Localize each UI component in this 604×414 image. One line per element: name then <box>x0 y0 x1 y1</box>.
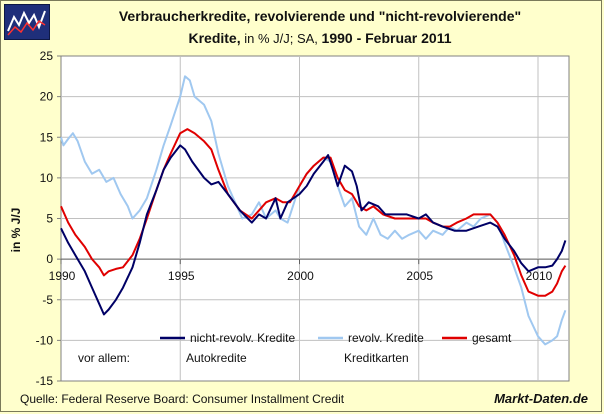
legend: nicht-revolv. Kredite revolv. Kredite ge… <box>78 331 512 365</box>
brand-logo-icon <box>4 4 50 40</box>
y-tick-label: 20 <box>40 90 54 104</box>
x-axis-ticks: 1990 1995 2000 2005 2010 <box>49 259 553 283</box>
source-note: Quelle: Federal Reserve Board: Consumer … <box>20 392 345 406</box>
y-tick-label: 0 <box>46 252 53 266</box>
title-kredite: Kredite, <box>188 30 241 46</box>
x-tick-label: 2000 <box>287 269 314 283</box>
y-tick-label: 15 <box>40 130 54 144</box>
chart-title-line-1: Verbraucherkredite, revolvierende und "n… <box>118 8 522 24</box>
legend-subtitle-kreditkarten: Kreditkarten <box>344 351 409 365</box>
y-tick-label: -5 <box>42 293 53 307</box>
chart-title-line-2: Kredite, in % J/J; SA, 1990 - Februar 20… <box>60 30 580 46</box>
y-tick-label: -15 <box>36 374 54 388</box>
legend-subtitle-autokredite: Autokredite <box>186 351 247 365</box>
legend-label-revolv: revolv. Kredite <box>348 331 424 345</box>
x-tick-label: 2010 <box>526 269 553 283</box>
legend-label-nicht-revolv: nicht-revolv. Kredite <box>190 331 295 345</box>
y-axis-ticks: 25 20 15 10 5 0 -5 -10 -15 <box>36 49 61 388</box>
y-tick-label: 5 <box>46 212 53 226</box>
y-tick-label: 10 <box>40 171 54 185</box>
brand-name: Markt-Daten.de <box>494 391 588 406</box>
title-units: in % J/J; SA, <box>240 31 322 46</box>
y-axis-label: in % J/J <box>9 208 23 253</box>
series-line-nicht-revolv <box>60 144 567 316</box>
x-tick-label: 2005 <box>406 269 433 283</box>
y-tick-label: 25 <box>40 49 54 63</box>
x-tick-label: 1995 <box>168 269 195 283</box>
y-tick-label: -10 <box>36 333 54 347</box>
series-lines <box>60 75 567 346</box>
legend-label-gesamt: gesamt <box>472 331 512 345</box>
series-line-gesamt <box>60 128 567 297</box>
title-period: 1990 - Februar 2011 <box>321 30 452 46</box>
x-tick-label: 1990 <box>49 269 76 283</box>
legend-row-label: vor allem: <box>78 351 130 365</box>
